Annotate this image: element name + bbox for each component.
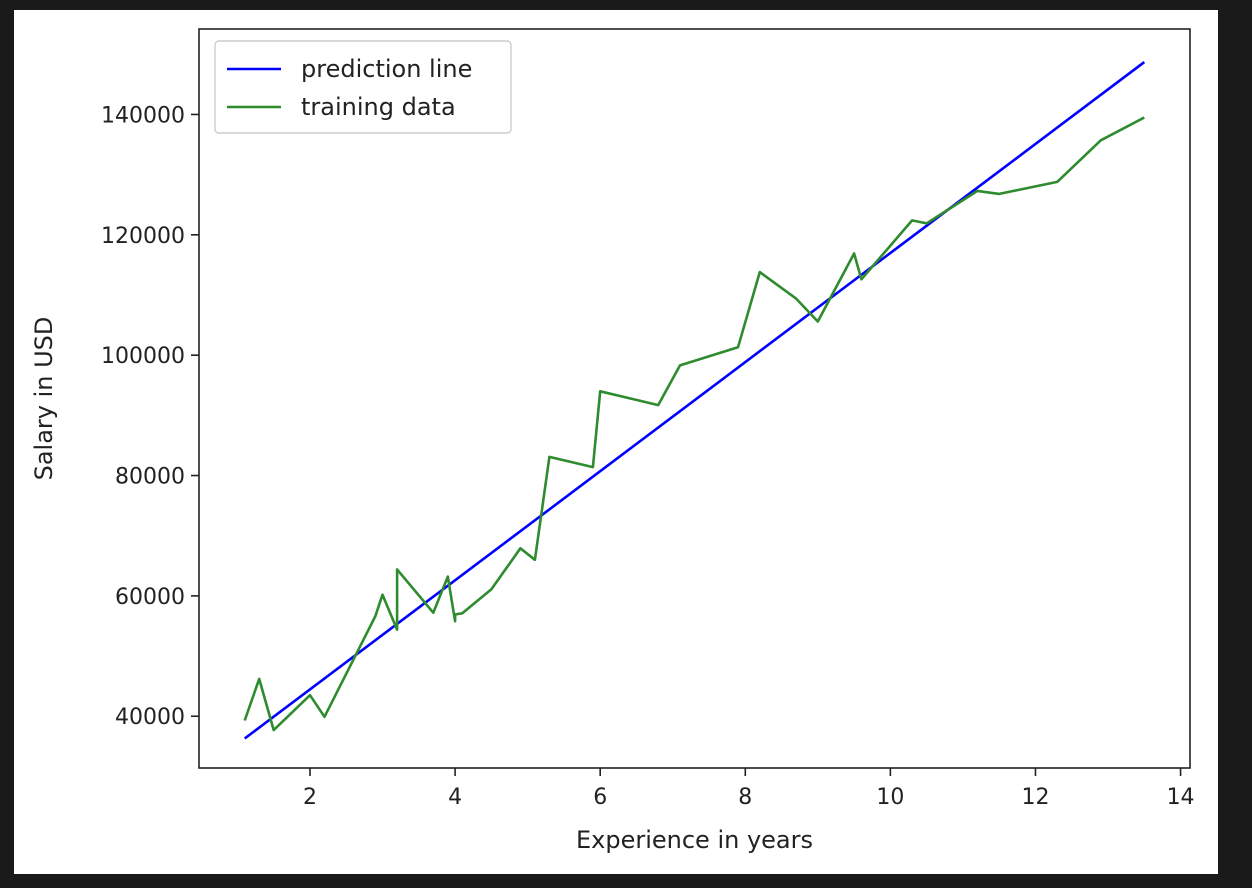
y-tick-label: 80000 [115,465,185,490]
y-tick-label: 60000 [115,585,185,610]
y-axis-label: Salary in USD [30,317,58,481]
x-tick-label: 8 [738,785,752,810]
chart-figure: 2 4 6 8 10 12 14 40000 60000 80000 100000 120000 140… [14,10,1218,874]
x-tick-label: 4 [448,785,462,810]
y-tick-label: 100000 [101,344,185,369]
x-tick-label: 10 [876,785,904,810]
x-tick-label: 14 [1167,785,1195,810]
x-tick-label: 2 [303,785,317,810]
y-tick-label: 120000 [101,224,185,249]
x-axis-label: Experience in years [576,826,813,854]
line-chart: 2 4 6 8 10 12 14 40000 60000 80000 100000 120000 140… [30,28,1195,854]
x-tick-label: 12 [1021,785,1049,810]
legend [214,40,512,134]
series-line-training-data [243,116,1145,732]
y-tick-label: 40000 [115,705,185,730]
y-tick-label: 140000 [101,103,185,128]
x-tick-label: 6 [593,785,607,810]
legend-label-prediction-line: prediction line [301,55,472,83]
legend-label-training-data: training data [301,93,456,121]
